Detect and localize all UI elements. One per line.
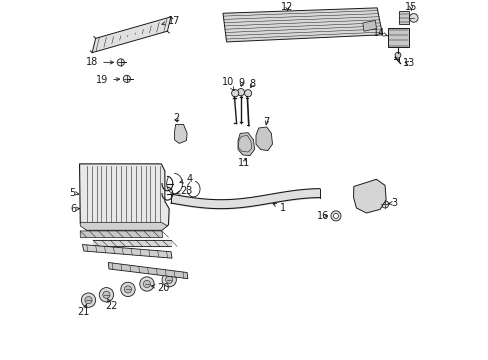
Text: 15: 15 (404, 2, 417, 12)
Circle shape (162, 273, 176, 287)
Circle shape (123, 75, 130, 82)
Text: 9: 9 (238, 78, 244, 88)
Circle shape (237, 89, 244, 96)
Circle shape (333, 213, 338, 219)
Text: 3: 3 (387, 198, 397, 208)
Text: 13: 13 (403, 58, 415, 68)
Circle shape (102, 291, 110, 298)
Polygon shape (353, 179, 386, 213)
Text: 1: 1 (272, 203, 285, 213)
Text: 22: 22 (105, 298, 118, 311)
Text: 17: 17 (162, 16, 181, 26)
Text: 18: 18 (86, 57, 113, 67)
Polygon shape (82, 244, 172, 258)
Text: 21: 21 (78, 304, 90, 317)
Polygon shape (80, 231, 163, 237)
Polygon shape (238, 133, 254, 156)
Polygon shape (362, 21, 376, 31)
Circle shape (330, 211, 340, 221)
Circle shape (124, 286, 131, 293)
Circle shape (231, 90, 238, 97)
Text: 4: 4 (180, 174, 193, 184)
Text: 12: 12 (281, 2, 293, 12)
Circle shape (381, 201, 388, 208)
Polygon shape (80, 164, 169, 230)
Circle shape (143, 280, 150, 288)
Circle shape (85, 297, 92, 304)
Polygon shape (223, 8, 382, 42)
Text: 8: 8 (249, 79, 255, 89)
Polygon shape (108, 262, 187, 279)
Text: 2: 2 (173, 113, 179, 123)
Text: 6: 6 (70, 204, 79, 214)
Text: 7: 7 (263, 117, 269, 127)
Circle shape (99, 288, 113, 302)
Circle shape (408, 14, 417, 22)
Polygon shape (174, 125, 187, 143)
Text: 23: 23 (176, 186, 192, 196)
Text: 16: 16 (316, 211, 328, 221)
Polygon shape (92, 17, 171, 53)
Circle shape (81, 293, 96, 307)
Polygon shape (255, 127, 272, 150)
Text: 11: 11 (238, 158, 250, 168)
Text: 5: 5 (69, 188, 79, 198)
Circle shape (140, 277, 154, 291)
Circle shape (117, 59, 124, 66)
Circle shape (244, 90, 251, 97)
Polygon shape (80, 222, 167, 230)
Text: 14: 14 (372, 28, 387, 38)
Text: 20: 20 (151, 283, 170, 293)
Polygon shape (387, 28, 408, 47)
Circle shape (394, 52, 400, 58)
Circle shape (165, 276, 172, 283)
Text: 19: 19 (96, 75, 120, 85)
Circle shape (121, 282, 135, 297)
Polygon shape (398, 11, 408, 24)
Text: 10: 10 (222, 77, 234, 90)
